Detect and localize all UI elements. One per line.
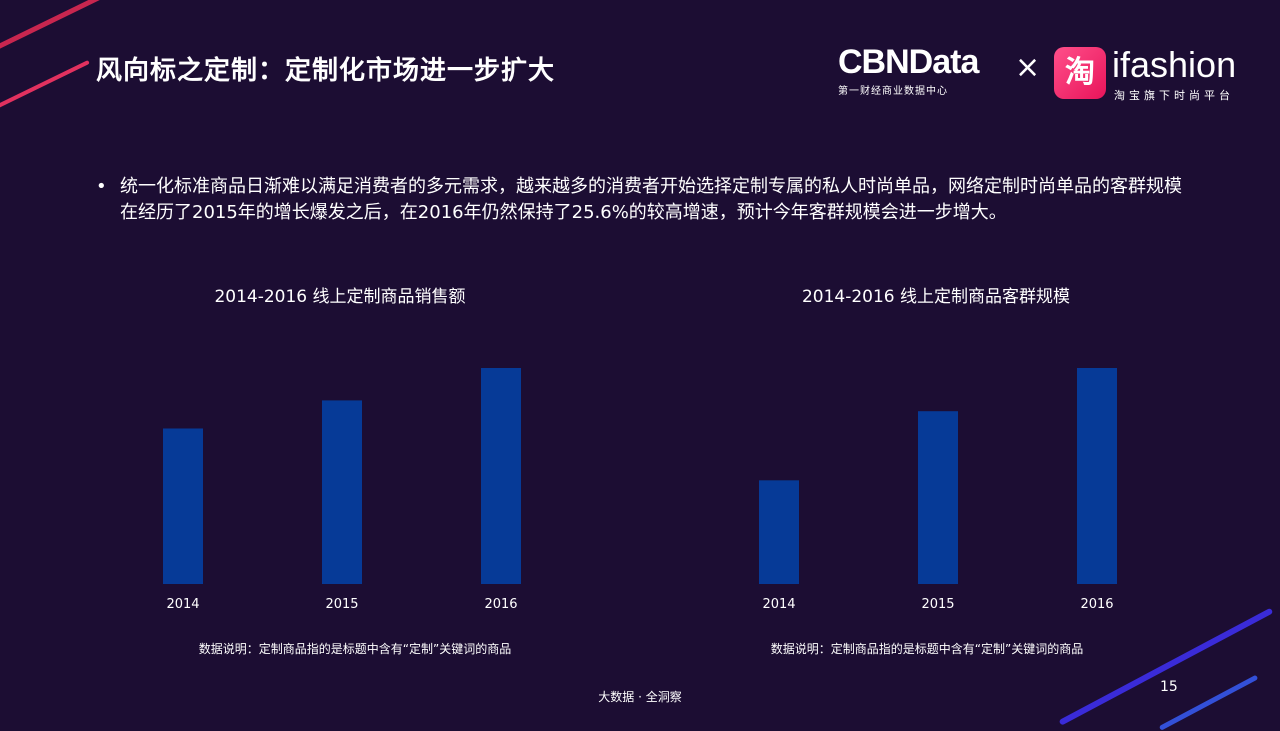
bar-2016 [1077,368,1117,584]
bullet-point: • 统一化标准商品日渐难以满足消费者的多元需求，越来越多的消费者开始选择定制专属… [96,174,1186,226]
bar-2014 [759,480,799,584]
chart-note-customers: 数据说明：定制商品指的是标题中含有“定制”关键词的商品 [770,642,1084,656]
bullet-text: 统一化标准商品日渐难以满足消费者的多元需求，越来越多的消费者开始选择定制专属的私… [120,176,1182,223]
tick-label-2015: 2015 [325,597,358,612]
sales-bar-chart: 2014 2015 2016 [163,368,521,612]
slide-title: 风向标之定制：定制化市场进一步扩大 [96,56,556,86]
collab-times-sign: × [1015,50,1041,85]
tick-label-2014: 2014 [762,597,795,612]
decorative-stripe [0,59,90,112]
tick-label-2016: 2016 [484,597,517,612]
cbndata-wordmark: CBNData [838,43,979,81]
cbndata-subtitle: 第一财经商业数据中心 [838,86,948,97]
chart-title-customers: 2014-2016 线上定制商品客群规模 [801,287,1071,307]
ifashion-subtitle: 淘宝旗下时尚平台 [1114,89,1234,102]
footer-tagline: 大数据 · 全洞察 [598,690,682,704]
bar-2016 [481,368,521,584]
page-number: 15 [1160,679,1178,695]
tick-label-2014: 2014 [166,597,199,612]
taobao-icon: 淘 [1054,47,1106,99]
bar-2015 [918,411,958,584]
cbndata-logo: CBNData 第一财经商业数据中心 [838,43,979,97]
decorative-stripe [1058,607,1274,726]
bar-2015 [322,400,362,584]
chart-title-sales: 2014-2016 线上定制商品销售额 [214,287,466,307]
tick-label-2016: 2016 [1080,597,1113,612]
customers-bar-chart: 2014 2015 2016 [759,368,1117,612]
bar-2014 [163,428,203,584]
bullet-dot: • [96,176,107,197]
ifashion-wordmark: ifashion [1112,44,1237,85]
chart-note-sales: 数据说明：定制商品指的是标题中含有“定制”关键词的商品 [198,642,512,656]
tick-label-2015: 2015 [921,597,954,612]
